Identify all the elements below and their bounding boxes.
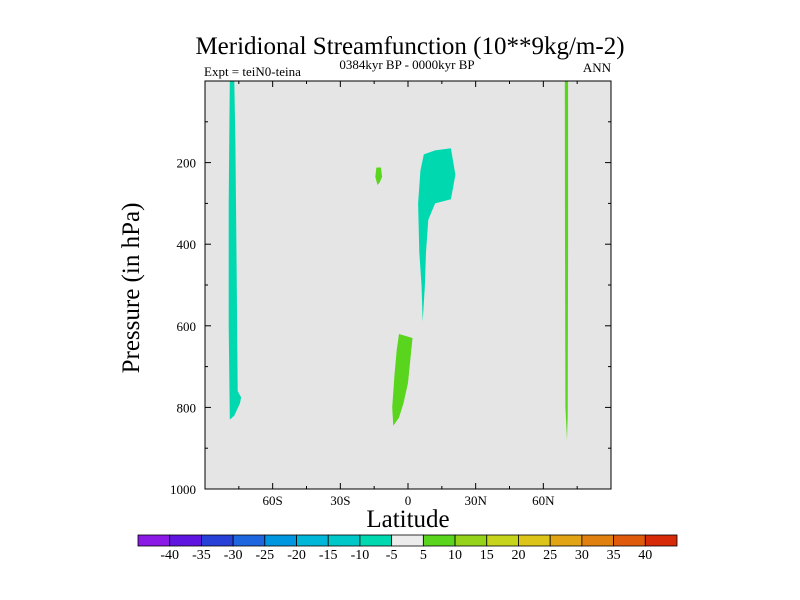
contour-region-tropical-upper-negative — [418, 148, 456, 322]
x-tick-label: 60S — [263, 493, 283, 508]
colorbar-label: 10 — [448, 548, 462, 563]
colorbar: -40 -35 -30 -25 -20 -15 -10 -5 5 10 15 20 25 30 35 40 — [137, 534, 678, 563]
time-range-subtitle: 0384kyr BP - 0000kyr BP — [339, 57, 474, 72]
x-axis-ticks: 60S 30S 0 30N 60N — [204, 81, 612, 508]
colorbar-label: 40 — [638, 548, 652, 563]
y-tick-label: 800 — [177, 400, 197, 415]
colorbar-box — [327, 534, 361, 547]
colorbar-label: -5 — [386, 548, 398, 563]
x-axis-label: Latitude — [366, 506, 449, 533]
colorbar-box — [549, 534, 583, 547]
chart-title: Meridional Streamfunction (10**9kg/m-2) — [195, 33, 624, 60]
plot-area-background — [205, 81, 611, 489]
y-tick-label: 200 — [177, 156, 197, 171]
y-tick-label: 400 — [177, 237, 197, 252]
colorbar-label: -25 — [255, 548, 274, 563]
colorbar-label: 15 — [480, 548, 494, 563]
colorbar-box — [644, 534, 678, 547]
y-tick-label: 600 — [177, 319, 197, 334]
x-tick-label: 60N — [532, 493, 555, 508]
colorbar-box — [232, 534, 266, 547]
contour-region-northern-high-lat-positive — [564, 81, 569, 440]
contour-region-tropical-small-positive — [375, 167, 383, 185]
experiment-label: Expt = teiN0-teina — [204, 64, 301, 79]
colorbar-box — [169, 534, 202, 547]
colorbar-box — [359, 534, 393, 547]
colorbar-label: -35 — [192, 548, 211, 563]
x-tick-label: 30N — [464, 493, 487, 508]
colorbar-label: 20 — [511, 548, 525, 563]
season-label: ANN — [583, 60, 612, 75]
colorbar-box — [518, 534, 551, 547]
y-tick-label: 1000 — [170, 482, 196, 497]
colorbar-label: -15 — [319, 548, 338, 563]
colorbar-box — [422, 534, 456, 547]
colorbar-label: 5 — [420, 548, 427, 563]
colorbar-box — [486, 534, 519, 547]
x-tick-label: 0 — [405, 493, 412, 508]
colorbar-label: -20 — [287, 548, 306, 563]
colorbar-label: -40 — [160, 548, 179, 563]
colorbar-box — [264, 534, 297, 547]
colorbar-box — [296, 534, 329, 547]
x-tick-label: 30S — [330, 493, 350, 508]
contour-region-tropical-lower-positive — [392, 334, 413, 426]
colorbar-box — [391, 534, 424, 547]
colorbar-box — [613, 534, 646, 547]
colorbar-label: 25 — [543, 548, 557, 563]
y-axis-label: Pressure (in hPa) — [118, 203, 145, 374]
colorbar-label: -10 — [351, 548, 370, 563]
colorbar-box — [454, 534, 488, 547]
colorbar-label: 35 — [607, 548, 621, 563]
colorbar-box — [581, 534, 614, 547]
colorbar-label: -30 — [224, 548, 243, 563]
y-axis-ticks: 200 400 600 800 1000 — [170, 121, 611, 497]
colorbar-box — [137, 534, 171, 547]
contour-regions — [228, 81, 569, 440]
colorbar-label: 30 — [575, 548, 589, 563]
colorbar-box — [201, 534, 234, 547]
contour-region-southern-high-lat-negative — [228, 81, 242, 420]
